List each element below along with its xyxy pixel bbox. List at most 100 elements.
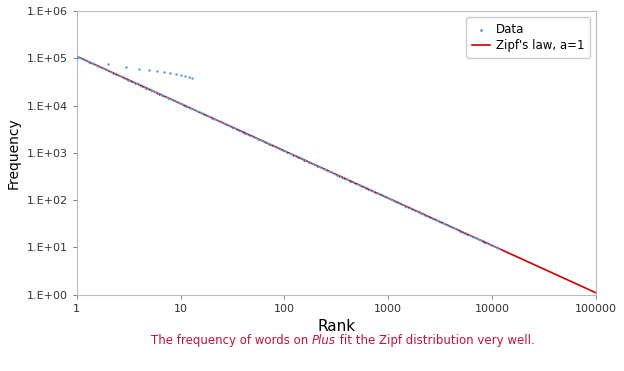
Data [298, 157, 308, 162]
Data [305, 160, 314, 166]
Data [248, 134, 258, 139]
Point [103, 61, 113, 67]
Data [88, 60, 98, 66]
Data [213, 118, 223, 124]
Data [442, 222, 452, 228]
Data [255, 137, 265, 143]
Data [437, 220, 447, 226]
Data [249, 134, 259, 139]
Data [366, 188, 376, 194]
Data [444, 222, 454, 228]
Data [119, 75, 129, 81]
Data [467, 234, 477, 240]
Data [446, 223, 456, 229]
Data [177, 101, 187, 107]
Data [147, 87, 157, 93]
Data [434, 219, 444, 225]
Data [114, 73, 124, 79]
Data [362, 186, 372, 191]
Data [369, 188, 379, 194]
Data [130, 81, 140, 86]
Data [324, 168, 334, 174]
Data [380, 194, 390, 200]
Data [240, 131, 250, 137]
Data [371, 190, 381, 196]
Data [222, 121, 232, 127]
Data [122, 76, 132, 82]
Data [100, 66, 110, 72]
Data [74, 55, 84, 60]
Data [239, 130, 249, 136]
Data [112, 72, 122, 78]
Data [110, 70, 120, 76]
Data [107, 69, 117, 75]
Data [326, 169, 336, 175]
Data [296, 155, 306, 161]
Data [415, 209, 425, 215]
Data [413, 210, 423, 216]
Zipf's law, a=1 [429, 217, 437, 221]
Data [110, 72, 120, 78]
Data [443, 223, 453, 229]
Data [185, 105, 195, 111]
Data [392, 200, 402, 206]
Data [157, 93, 167, 99]
Data [289, 152, 299, 158]
Data [154, 92, 164, 98]
Data [479, 239, 489, 244]
Data [178, 103, 188, 109]
Data [147, 87, 157, 93]
Data [295, 154, 305, 160]
Data [486, 241, 496, 247]
Data [454, 228, 464, 234]
Data [215, 119, 225, 125]
Data [492, 245, 502, 251]
Data [278, 148, 288, 154]
Data [122, 77, 132, 83]
Zipf's law, a=1 [126, 78, 134, 83]
Data [371, 190, 381, 196]
Data [270, 144, 280, 150]
Data [119, 75, 129, 81]
Data [324, 168, 334, 174]
Data [275, 145, 285, 151]
Data [202, 114, 212, 119]
Data [281, 150, 291, 155]
Data [156, 92, 166, 98]
Data [96, 65, 106, 70]
Data [350, 181, 360, 187]
Data [216, 119, 226, 125]
Data [389, 198, 399, 204]
Data [79, 56, 89, 62]
Data [221, 122, 231, 128]
Data [458, 230, 468, 236]
Data [403, 205, 413, 211]
Data [409, 208, 419, 214]
Data [140, 85, 150, 91]
Data [470, 235, 480, 241]
Data [274, 146, 284, 152]
Data [451, 226, 461, 232]
Data [296, 155, 306, 161]
Data [451, 225, 461, 231]
Data [355, 182, 365, 188]
Data [135, 83, 145, 89]
Data [283, 150, 293, 155]
Data [397, 201, 407, 207]
Data [85, 60, 95, 66]
Point [152, 68, 162, 74]
Data [105, 68, 115, 74]
Data [232, 127, 242, 133]
Data [367, 188, 377, 194]
Data [310, 162, 319, 168]
Data [406, 207, 416, 213]
Data [207, 115, 217, 121]
Point [171, 71, 181, 77]
Data [426, 216, 436, 221]
Data [490, 244, 500, 250]
Data [271, 144, 281, 150]
Data [388, 197, 397, 203]
Data [354, 182, 364, 188]
Data [333, 173, 343, 179]
Data [491, 244, 501, 250]
